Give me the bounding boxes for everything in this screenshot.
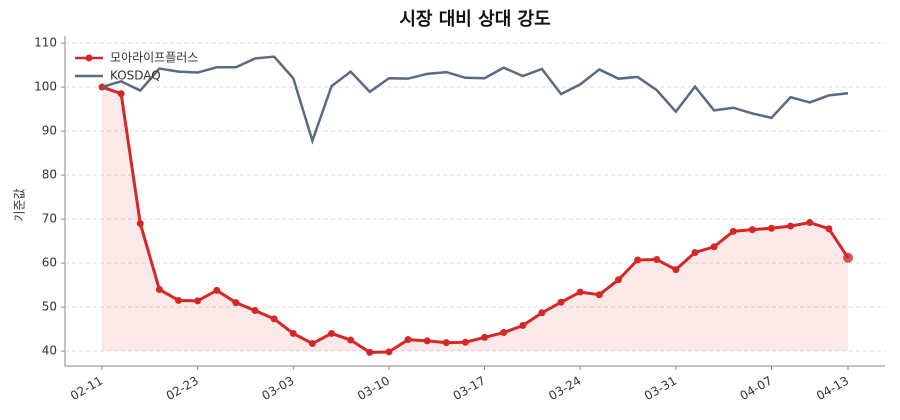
point [385, 348, 393, 356]
x-tick-label: 03-24 [546, 374, 583, 404]
point [787, 222, 795, 230]
point [270, 315, 278, 323]
line [101, 85, 850, 354]
point [557, 298, 565, 306]
legend-label: KOSDAQ [110, 69, 161, 83]
point [538, 309, 546, 317]
point [710, 243, 718, 251]
line [101, 55, 849, 145]
x-tick-label: 02-11 [68, 374, 105, 404]
y-tick-label: 100 [34, 80, 57, 94]
point [194, 297, 202, 305]
point [155, 285, 163, 293]
point [595, 291, 603, 299]
point [672, 266, 680, 274]
point [251, 307, 259, 315]
y-tick-label: 90 [42, 124, 57, 138]
chart-title: 시장 대비 상대 강도 [399, 9, 550, 30]
point [519, 322, 527, 330]
point [481, 333, 489, 341]
point [461, 338, 469, 346]
point [232, 299, 240, 307]
point [347, 336, 355, 344]
point [614, 276, 622, 284]
point [500, 329, 508, 337]
area [102, 87, 848, 353]
point [843, 252, 853, 263]
point [136, 219, 144, 227]
point [308, 340, 316, 348]
x-tick-label: 03-17 [451, 374, 488, 404]
point [806, 219, 814, 227]
point [366, 348, 374, 356]
point [175, 296, 183, 304]
point [289, 329, 297, 337]
x-tick-label: 03-31 [642, 374, 679, 404]
point [213, 286, 221, 294]
y-axis-label: 기준값 [13, 188, 27, 221]
x-tick-label: 04-13 [814, 374, 851, 404]
y-tick-label: 60 [42, 256, 57, 270]
point [767, 224, 775, 232]
y-tick-label: 50 [42, 300, 57, 314]
point [748, 226, 756, 234]
point [328, 329, 336, 337]
legend-marker [85, 54, 93, 62]
x-tick-label: 03-10 [355, 374, 392, 404]
point [653, 256, 661, 264]
point [404, 336, 412, 344]
x-tick-label: 02-23 [164, 374, 201, 404]
x-tick-label: 03-03 [259, 374, 296, 404]
point [825, 225, 833, 233]
point [117, 90, 125, 98]
y-tick-label: 80 [42, 168, 57, 182]
point [423, 337, 431, 345]
point [729, 227, 737, 235]
point [576, 288, 584, 296]
point [691, 248, 699, 256]
point [634, 256, 642, 264]
x-tick-label: 04-07 [738, 374, 775, 404]
point [442, 339, 450, 347]
y-tick-label: 70 [42, 212, 57, 226]
legend-label: 모아라이프플러스 [110, 51, 198, 65]
y-tick-label: 40 [42, 344, 57, 358]
y-tick-label: 110 [34, 36, 57, 50]
